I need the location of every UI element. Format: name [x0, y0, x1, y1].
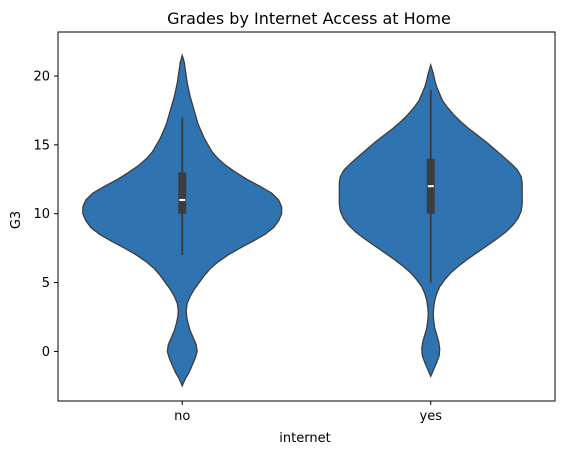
- y-tick-label-20: 20: [33, 70, 50, 85]
- iqr-box-no: [178, 172, 187, 214]
- y-tick-label-10: 10: [33, 207, 50, 222]
- plot-layer: [82, 53, 523, 388]
- plot-frame: [57, 31, 556, 402]
- y-axis-label: G3: [9, 211, 24, 229]
- y-tick-label-15: 15: [33, 138, 50, 153]
- y-tick-label-5: 5: [42, 276, 50, 291]
- y-tick-label-0: 0: [42, 345, 50, 360]
- chart-title: Grades by Internet Access at Home: [167, 9, 451, 28]
- x-tick-label-no: no: [174, 409, 190, 424]
- x-tick-label-yes: yes: [420, 409, 443, 424]
- x-axis-label: internet: [279, 431, 330, 446]
- axis-layer: 0 5 10 15 20 no yes: [33, 70, 442, 424]
